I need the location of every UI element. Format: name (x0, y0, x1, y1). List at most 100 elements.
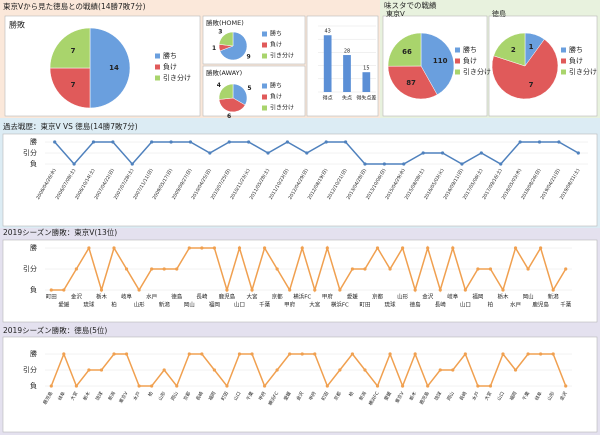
x-tick-label: 新潟 (106, 390, 117, 402)
line-point (225, 384, 229, 388)
x-tick-label: 栃木 (408, 390, 419, 402)
x-tick-label: 山口 (460, 301, 471, 309)
line-point (526, 267, 530, 271)
x-tick-label: 横浜FC (331, 301, 349, 309)
line-point (451, 246, 455, 250)
line-point (124, 267, 129, 271)
line-point (350, 352, 355, 356)
line-point (99, 368, 104, 372)
panel-title: 味スタでの戦績 (384, 0, 437, 10)
x-tick-label: 琉球 (385, 301, 397, 309)
x-tick-label: 山口 (495, 390, 506, 402)
x-tick-label: 千葉 (259, 301, 271, 309)
line-point (350, 267, 355, 271)
line-point (421, 151, 425, 155)
line-point (212, 246, 216, 250)
chart-box (306, 15, 379, 117)
x-tick-label: 長崎 (435, 301, 447, 309)
data-label: 1 (212, 45, 216, 52)
x-tick-label: 町田 (220, 390, 230, 401)
line-point (363, 162, 367, 166)
line-point (72, 162, 76, 166)
x-tick-label: 徳島 (171, 293, 183, 301)
line-point (62, 288, 66, 292)
chart-box (202, 15, 306, 65)
x-tick-label: 千葉 (560, 301, 572, 309)
x-tick-label: 町田 (321, 390, 331, 401)
line-point (539, 246, 543, 250)
x-tick-label: 岐阜 (447, 293, 459, 301)
x-tick-label: 栃木 (497, 293, 509, 301)
x-tick-label: 大宮 (69, 390, 80, 402)
x-tick-label: 山形 (134, 301, 146, 309)
line-point (212, 368, 216, 372)
line-point (227, 140, 231, 144)
line-point (413, 288, 417, 292)
data-label: 7 (71, 47, 76, 55)
pie-slice (491, 38, 559, 100)
x-tick-label: 福岡 (472, 293, 484, 301)
x-tick-label: 新潟 (548, 293, 560, 301)
chart-title: 勝敗(HOME) (206, 18, 244, 27)
chart-box (2, 239, 598, 323)
line-point (200, 246, 204, 250)
line-point (53, 140, 57, 144)
line-point (208, 151, 212, 155)
line-point (426, 384, 430, 388)
x-tick-label: 新潟 (357, 390, 368, 402)
x-tick-label: 水戸 (146, 293, 158, 301)
line-point (74, 384, 78, 388)
line-point (499, 162, 503, 166)
line-point (463, 288, 467, 292)
x-tick-label: 得失点差 (356, 95, 376, 102)
legend-swatch (455, 47, 460, 53)
y-tick-label: 引分 (23, 264, 37, 273)
legend-swatch (561, 69, 566, 75)
chart-title: 東京V (386, 9, 405, 18)
x-tick-label: 徳島 (410, 301, 422, 309)
line-point (150, 140, 154, 144)
x-tick-label: 琉球 (94, 390, 105, 402)
line-point (325, 246, 329, 250)
legend-label: 引き分け (569, 67, 597, 76)
chart-box (202, 65, 306, 117)
line-point (476, 384, 480, 388)
line-point (537, 140, 542, 144)
legend-label: 引き分け (163, 73, 191, 82)
x-tick-label: 柏 (146, 390, 155, 398)
line-point (338, 368, 342, 372)
data-label: 7 (71, 81, 76, 89)
data-label: 2 (511, 46, 516, 54)
line-point (130, 162, 134, 166)
legend-label: 引き分け (463, 67, 491, 76)
x-tick-label: 長崎 (194, 390, 205, 402)
data-label: 3 (218, 28, 222, 35)
y-tick-label: 負 (30, 285, 37, 294)
line-point (488, 267, 493, 271)
line-point (438, 368, 442, 372)
legend-label: 引き分け (270, 104, 294, 112)
x-tick-label: 山形 (546, 390, 557, 402)
legend-label: 負け (463, 56, 477, 65)
data-label: 7 (529, 81, 534, 89)
x-tick-label: 鹿児島 (219, 293, 236, 301)
data-label: 87 (406, 79, 416, 87)
y-tick-label: 勝 (30, 349, 37, 358)
pie-slice (218, 31, 234, 47)
line-point (87, 368, 91, 372)
line-point (576, 151, 580, 155)
legend-label: 勝ち (163, 51, 177, 60)
x-tick-label: 柏 (111, 301, 117, 309)
legend-label: 勝ち (463, 45, 477, 54)
line-point (501, 352, 505, 356)
data-label: 14 (109, 64, 119, 72)
line-series (54, 141, 579, 166)
chart-box (2, 336, 598, 433)
line-point (539, 352, 543, 356)
data-label: 28 (344, 49, 350, 55)
line-point (99, 288, 104, 292)
line-point (288, 288, 292, 292)
line-point (451, 368, 455, 372)
line-point (169, 140, 173, 144)
line-point (426, 246, 430, 250)
